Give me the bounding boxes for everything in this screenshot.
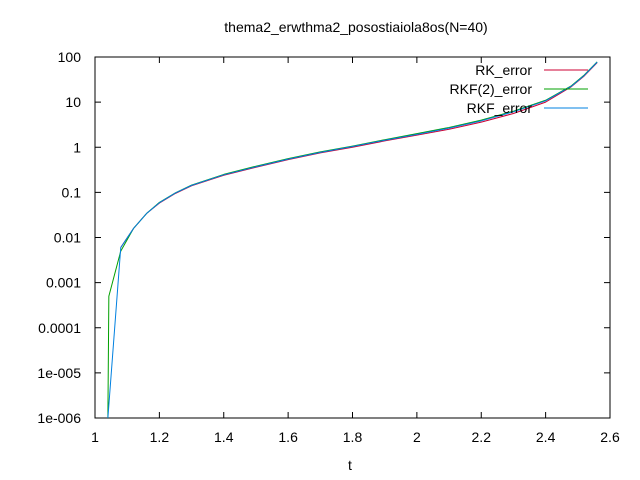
y-tick-label: 0.001 (46, 275, 81, 291)
x-tick-label: 1.8 (343, 429, 363, 445)
x-axis-label: t (348, 457, 352, 473)
x-tick-label: 2 (413, 429, 421, 445)
x-tick-label: 2.6 (600, 429, 620, 445)
y-tick-label: 10 (65, 94, 81, 110)
y-tick-label: 0.1 (62, 184, 82, 200)
x-tick-label: 2.2 (472, 429, 492, 445)
y-tick-label: 1e-006 (37, 410, 81, 426)
x-tick-label: 1 (91, 429, 99, 445)
legend-label: RKF_error (467, 100, 533, 116)
chart-title: thema2_erwthma2_posostiaiola8os(N=40) (224, 19, 487, 35)
x-tick-label: 1.4 (214, 429, 234, 445)
y-tick-label: 0.0001 (38, 320, 81, 336)
y-tick-label: 1 (73, 139, 81, 155)
plot-frame (94, 56, 611, 419)
y-tick-label: 0.01 (54, 230, 81, 246)
legend-label: RKF(2)_error (450, 81, 533, 97)
plot-area: 1 1.2 1.4 1.6 1.8 2 2.2 2.4 2.6 100 10 1 0.1 0.01 0.00… (37, 49, 620, 445)
x-tick-label: 1.2 (150, 429, 170, 445)
x-tick-label: 1.6 (278, 429, 298, 445)
series-line-rkf-error (107, 61, 598, 419)
y-tick-label: 100 (58, 49, 82, 65)
x-tick-label: 2.4 (536, 429, 556, 445)
legend-label: RK_error (475, 62, 532, 78)
y-tick-label: 1e-005 (37, 365, 81, 381)
